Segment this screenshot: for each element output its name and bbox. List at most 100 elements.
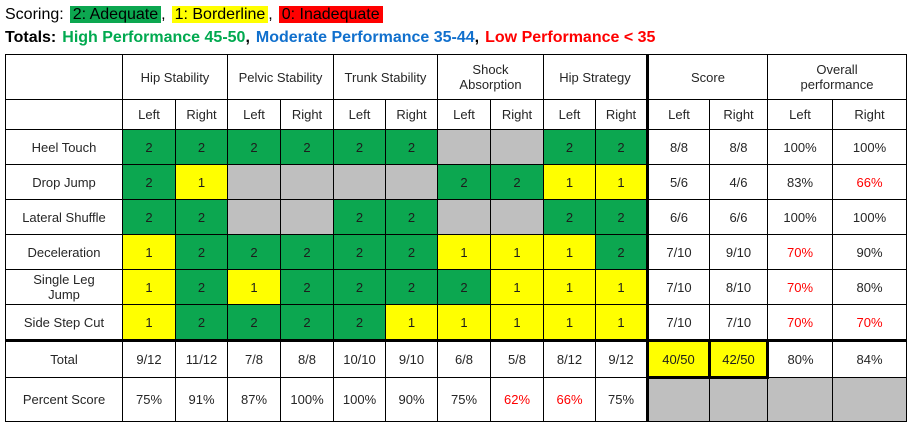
row-label: Drop Jump bbox=[5, 164, 123, 200]
score-cell: 100% bbox=[767, 129, 833, 165]
table-row: Side Step Cut 1 2 2 2 2 1 1 1 1 1 7/10 7/10 70% 70% bbox=[5, 304, 907, 341]
group-header-1: Hip Stability bbox=[122, 54, 228, 100]
empty-cell bbox=[490, 129, 544, 165]
empty-cell bbox=[280, 164, 334, 200]
score-cell: 2 bbox=[333, 234, 386, 270]
score-cell: 62% bbox=[490, 377, 544, 422]
score-cell: 2 bbox=[333, 199, 386, 235]
score-cell: 1 bbox=[595, 304, 648, 341]
scores-table: Hip Stability Pelvic Stability Trunk Stabi… bbox=[5, 54, 907, 422]
table-row: Heel Touch 2 2 2 2 2 2 2 2 8/8 8/8 100% 100% bbox=[5, 129, 907, 165]
group-header-2: Pelvic Stability bbox=[227, 54, 334, 100]
score-cell: 1 bbox=[543, 269, 596, 305]
separator: , bbox=[474, 29, 480, 46]
score-cell: 75% bbox=[595, 377, 648, 422]
score-cell: 2 bbox=[333, 269, 386, 305]
score-cell: 100% bbox=[832, 199, 907, 235]
score-cell: 7/10 bbox=[709, 304, 768, 341]
score-cell: 2 bbox=[437, 269, 491, 305]
row-label: Deceleration bbox=[5, 234, 123, 270]
score-cell: 66% bbox=[543, 377, 596, 422]
score-cell: 1 bbox=[437, 234, 491, 270]
empty-cell bbox=[227, 164, 281, 200]
score-cell: 91% bbox=[175, 377, 228, 422]
score-cell: 2 bbox=[543, 129, 596, 165]
score-cell: 2 bbox=[595, 129, 648, 165]
empty-cell bbox=[333, 164, 386, 200]
table-row: Drop Jump 2 1 2 2 1 1 5/6 4/6 83% 66% bbox=[5, 164, 907, 200]
score-cell: 2 bbox=[543, 199, 596, 235]
score-cell: 80% bbox=[832, 269, 907, 305]
score-cell: 2 bbox=[227, 234, 281, 270]
legend-adequate: 2: Adequate bbox=[69, 6, 162, 23]
group-header-5: Hip Strategy bbox=[543, 54, 648, 100]
score-cell: 1 bbox=[385, 304, 438, 341]
score-cell: 1 bbox=[122, 269, 176, 305]
score-cell: 1 bbox=[122, 304, 176, 341]
score-cell: 42/50 bbox=[708, 339, 769, 379]
score-cell: 2 bbox=[175, 199, 228, 235]
group-header-7: Overall performance bbox=[767, 54, 907, 100]
totals-moderate-performance: Moderate Performance 35-44 bbox=[255, 29, 475, 46]
score-cell: 1 bbox=[490, 234, 544, 270]
score-cell: 2 bbox=[385, 199, 438, 235]
side-header-left: Left bbox=[767, 99, 833, 130]
empty-cell bbox=[490, 199, 544, 235]
score-cell: 2 bbox=[122, 164, 176, 200]
score-cell: 75% bbox=[122, 377, 176, 422]
score-cell: 2 bbox=[490, 164, 544, 200]
score-cell: 2 bbox=[280, 129, 334, 165]
totals-label: Totals: bbox=[5, 29, 57, 46]
score-cell: 2 bbox=[122, 129, 176, 165]
score-cell: 9/10 bbox=[385, 339, 438, 378]
score-cell: 11/12 bbox=[175, 339, 228, 378]
table-row: Lateral Shuffle 2 2 2 2 2 2 6/6 6/6 100% 100% bbox=[5, 199, 907, 235]
score-cell: 100% bbox=[767, 199, 833, 235]
score-cell: 2 bbox=[280, 304, 334, 341]
table-row: Single Leg Jump 1 2 1 2 2 2 2 1 1 1 7/10 8/10 70% 80% bbox=[5, 269, 907, 305]
side-header-left: Left bbox=[543, 99, 596, 130]
side-header-right: Right bbox=[385, 99, 438, 130]
score-cell: 4/6 bbox=[709, 164, 768, 200]
score-cell: 100% bbox=[832, 129, 907, 165]
row-label: Single Leg Jump bbox=[5, 269, 123, 305]
scoring-label: Scoring: bbox=[5, 6, 64, 23]
score-cell: 1 bbox=[543, 164, 596, 200]
score-cell: 1 bbox=[543, 234, 596, 270]
empty-cell bbox=[385, 164, 438, 200]
side-header-left: Left bbox=[646, 99, 710, 130]
score-cell: 87% bbox=[227, 377, 281, 422]
score-cell: 90% bbox=[832, 234, 907, 270]
empty-cell bbox=[709, 377, 768, 422]
score-cell: 9/10 bbox=[709, 234, 768, 270]
legend-inadequate: 0: Inadequate bbox=[278, 6, 383, 23]
empty-cell bbox=[767, 377, 833, 422]
score-cell: 1 bbox=[437, 304, 491, 341]
empty-cell bbox=[227, 199, 281, 235]
totals-low-performance: Low Performance < 35 bbox=[485, 29, 656, 46]
score-cell: 9/12 bbox=[122, 339, 176, 378]
score-cell: 2 bbox=[280, 234, 334, 270]
totals-legend: Totals: High Performance 45-50, Moderate P… bbox=[5, 26, 913, 49]
group-header-6: Score bbox=[646, 54, 768, 100]
score-cell: 7/10 bbox=[646, 304, 710, 341]
score-cell: 2 bbox=[437, 164, 491, 200]
score-cell: 2 bbox=[227, 129, 281, 165]
score-cell: 1 bbox=[175, 164, 228, 200]
score-cell: 2 bbox=[595, 234, 648, 270]
separator: , bbox=[268, 6, 273, 23]
score-cell: 2 bbox=[175, 304, 228, 341]
score-cell: 2 bbox=[280, 269, 334, 305]
score-cell: 8/8 bbox=[709, 129, 768, 165]
score-cell: 70% bbox=[767, 269, 833, 305]
group-header-4: Shock Absorption bbox=[437, 54, 544, 100]
score-cell: 2 bbox=[175, 234, 228, 270]
score-cell: 2 bbox=[385, 269, 438, 305]
score-cell: 84% bbox=[832, 339, 907, 378]
scoring-legend: Scoring: 2: Adequate, 1: Borderline, 0: Ina… bbox=[5, 3, 913, 26]
score-cell: 1 bbox=[595, 269, 648, 305]
side-header-left: Left bbox=[227, 99, 281, 130]
score-cell: 7/8 bbox=[227, 339, 281, 378]
score-cell: 66% bbox=[832, 164, 907, 200]
score-cell: 75% bbox=[437, 377, 491, 422]
